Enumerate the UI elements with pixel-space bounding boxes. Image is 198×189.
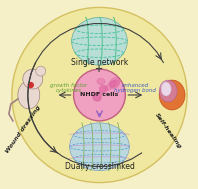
Ellipse shape [92, 91, 103, 98]
Ellipse shape [161, 82, 171, 96]
Ellipse shape [159, 80, 177, 102]
Circle shape [36, 66, 46, 76]
Ellipse shape [89, 102, 95, 109]
Text: Wound dressing: Wound dressing [5, 104, 41, 154]
Ellipse shape [18, 81, 40, 109]
Circle shape [12, 7, 187, 183]
Circle shape [28, 83, 33, 88]
Ellipse shape [83, 90, 97, 100]
Ellipse shape [72, 17, 127, 65]
Circle shape [23, 69, 43, 89]
Ellipse shape [93, 99, 101, 111]
Ellipse shape [70, 123, 129, 171]
Text: NHDF cells: NHDF cells [80, 92, 119, 98]
Text: Dually crosslinked: Dually crosslinked [65, 162, 134, 171]
Ellipse shape [96, 105, 104, 112]
Text: growth factor
cytokines: growth factor cytokines [50, 83, 87, 93]
Ellipse shape [103, 96, 110, 102]
Ellipse shape [95, 76, 105, 88]
Text: Single network: Single network [71, 58, 128, 67]
Circle shape [74, 69, 125, 121]
Ellipse shape [107, 85, 119, 93]
Text: Self-healing: Self-healing [154, 112, 182, 150]
Text: +: + [95, 64, 104, 74]
Text: enhanced
hydrogen bond: enhanced hydrogen bond [114, 83, 156, 93]
Ellipse shape [159, 80, 185, 110]
